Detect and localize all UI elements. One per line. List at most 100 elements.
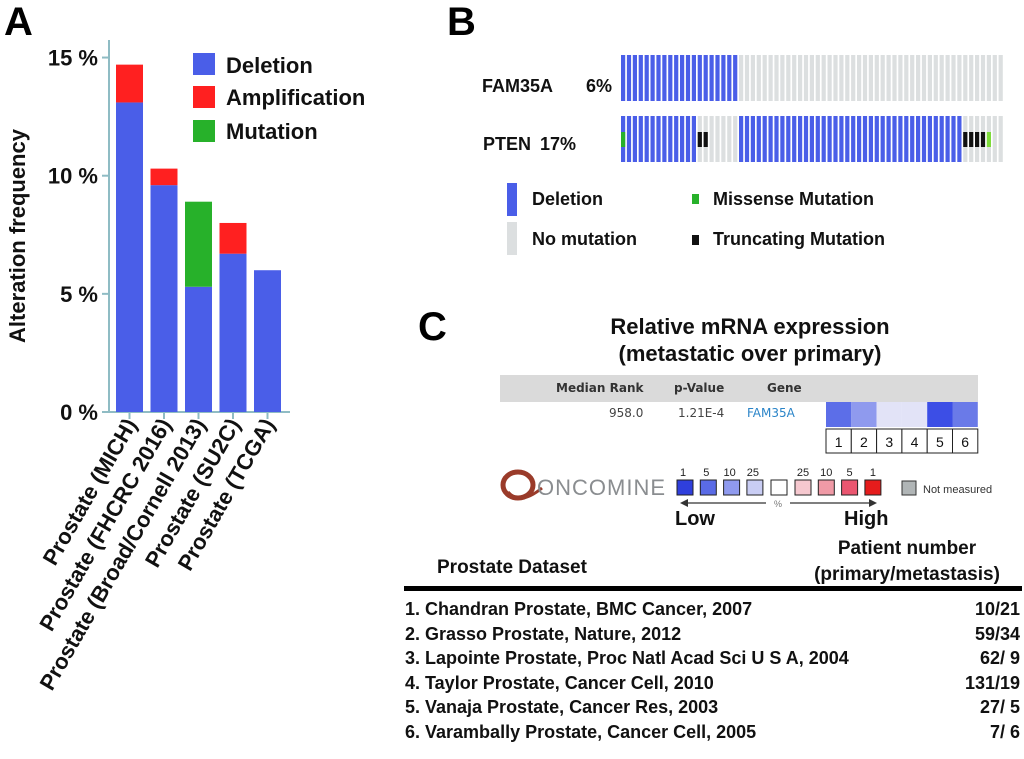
- y-tick-label: 0 %: [60, 400, 98, 425]
- scale-high-number: 25: [797, 467, 809, 479]
- pten-sample-cell: [951, 116, 956, 162]
- table-row: 6. Varambally Prostate, Cancer Cell, 200…: [405, 720, 1020, 744]
- pten-mutation-mark: [963, 132, 968, 147]
- table-row: 2. Grasso Prostate, Nature, 2012 59/34: [405, 622, 1020, 646]
- pten-sample-cell: [638, 116, 643, 162]
- legend-swatch-b-missense: [692, 194, 699, 204]
- pten-sample-cell: [809, 116, 814, 162]
- table-row: 4. Taylor Prostate, Cancer Cell, 2010 131…: [405, 671, 1020, 695]
- pten-sample-cell: [880, 116, 885, 162]
- oncomine-logo-text: ONCOMINE: [537, 475, 666, 500]
- scale-high-box: [864, 479, 882, 496]
- oncoprint-track-fam35a: [621, 55, 1003, 101]
- legend-swatch-amplification: [193, 86, 215, 108]
- value-p-value: 1.21E-4: [678, 406, 725, 420]
- bar-deletion-0: [116, 102, 143, 413]
- pten-sample-cell: [674, 116, 679, 162]
- pten-sample-cell: [709, 116, 714, 162]
- fam35a-sample-cell: [833, 55, 838, 101]
- pten-mutation-mark: [703, 132, 708, 147]
- panel-c-label: C: [418, 305, 447, 349]
- fam35a-sample-cell: [621, 55, 626, 101]
- table-row: 3. Lapointe Prostate, Proc Natl Acad Sci…: [405, 646, 1020, 670]
- pten-mutation-mark: [621, 132, 626, 147]
- fam35a-sample-cell: [697, 55, 702, 101]
- pten-sample-cell: [945, 116, 950, 162]
- pten-sample-cell: [626, 116, 632, 162]
- fam35a-sample-cell: [803, 55, 809, 101]
- scale-low-box: [723, 479, 741, 496]
- legend-swatch-b-no-mutation: [507, 222, 517, 255]
- fam35a-sample-cell: [933, 55, 938, 101]
- dataset-name: 6. Varambally Prostate, Cancer Cell, 200…: [405, 722, 757, 742]
- legend-label-deletion: Deletion: [226, 53, 313, 78]
- pten-sample-cell: [957, 116, 962, 162]
- expression-title: Relative mRNA expression (metastatic ove…: [540, 313, 960, 367]
- fam35a-sample-cell: [963, 55, 968, 101]
- dataset-number-box: [901, 428, 928, 454]
- bar-deletion-1: [150, 185, 178, 412]
- pten-sample-cell: [803, 116, 809, 162]
- header-median-rank: Median Rank: [556, 381, 644, 395]
- pten-sample-cell: [727, 116, 732, 162]
- dataset-name: 1. Chandran Prostate, BMC Cancer, 2007: [405, 599, 753, 619]
- legend-label-b-truncating: Truncating Mutation: [713, 229, 885, 249]
- fam35a-sample-cell: [975, 55, 980, 101]
- low-arrow-head-icon: [680, 499, 688, 507]
- scale-low-number: 1: [680, 467, 686, 479]
- pten-sample-cell: [798, 116, 803, 162]
- dataset-number: 3: [885, 434, 893, 450]
- legend-swatch-deletion: [193, 53, 215, 75]
- dataset-name: 3. Lapointe Prostate, Proc Natl Acad Sci…: [405, 648, 849, 669]
- fam35a-sample-cell: [703, 55, 708, 101]
- dataset-name: 2. Grasso Prostate, Nature, 2012: [405, 623, 682, 644]
- pten-sample-cell: [898, 116, 903, 162]
- pten-sample-cell: [650, 116, 655, 162]
- bar-amplification-0: [116, 64, 143, 103]
- fam35a-sample-cell: [709, 55, 714, 101]
- fam35a-sample-cell: [680, 55, 685, 101]
- scale-high-box: [817, 479, 835, 496]
- fam35a-sample-cell: [815, 55, 820, 101]
- fam35a-sample-cell: [857, 55, 862, 101]
- dataset-name: 5. Vanaja Prostate, Cancer Res, 2003: [405, 697, 719, 718]
- value-median-rank: 958.0: [609, 406, 644, 420]
- pten-sample-cell: [715, 116, 720, 162]
- fam35a-sample-cell: [927, 55, 932, 101]
- patient-number: 131/19: [964, 672, 1020, 693]
- pten-sample-cell: [874, 116, 879, 162]
- fam35a-sample-cell: [668, 55, 673, 101]
- value-gene[interactable]: FAM35A: [747, 406, 795, 420]
- fam35a-sample-cell: [986, 55, 991, 101]
- heatmap-cell-5: [927, 402, 953, 427]
- fam35a-sample-cell: [626, 55, 632, 101]
- legend-swatch-b-deletion: [507, 183, 517, 216]
- pten-mutation-mark: [969, 132, 974, 147]
- fam35a-sample-cell: [921, 55, 927, 101]
- fam35a-sample-cell: [721, 55, 726, 101]
- fam35a-sample-cell: [756, 55, 761, 101]
- fam35a-sample-cell: [916, 55, 921, 101]
- fam35a-sample-cell: [862, 55, 868, 101]
- dataset-number: 2: [860, 434, 868, 450]
- fam35a-sample-cell: [939, 55, 944, 101]
- pten-mutation-mark: [986, 132, 991, 147]
- y-axis-label: Alteration frequency: [5, 128, 30, 343]
- fam35a-sample-cell: [868, 55, 873, 101]
- expression-title-line1: Relative mRNA expression: [610, 314, 890, 339]
- pten-sample-cell: [910, 116, 915, 162]
- scale-high-number: 5: [847, 467, 853, 479]
- table-row: 1. Chandran Prostate, BMC Cancer, 2007 10…: [405, 597, 1020, 621]
- bar-deletion-3: [219, 253, 247, 412]
- fam35a-sample-cell: [821, 55, 826, 101]
- fam35a-sample-cell: [839, 55, 844, 101]
- fam35a-sample-cell: [792, 55, 797, 101]
- pten-sample-cell: [756, 116, 761, 162]
- scale-pct-symbol: %: [774, 499, 782, 509]
- scale-low-number: 10: [723, 467, 735, 479]
- high-arrow-head-icon: [869, 499, 877, 507]
- y-tick-label: 15 %: [48, 46, 98, 71]
- scale-low-number: 5: [703, 467, 709, 479]
- legend-label-b-no-mutation: No mutation: [532, 229, 637, 249]
- fam35a-sample-cell: [845, 55, 850, 101]
